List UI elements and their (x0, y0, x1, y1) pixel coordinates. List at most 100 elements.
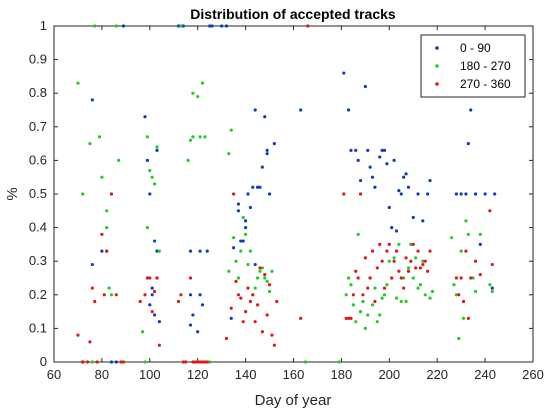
data-point-series-0 (251, 185, 255, 189)
data-point-series-1 (361, 299, 365, 304)
data-point-series-1 (152, 182, 157, 186)
data-point-series-2 (246, 286, 250, 290)
data-point-series-2 (200, 360, 205, 364)
data-point-series-2 (385, 249, 389, 253)
data-point-series-2 (95, 360, 99, 364)
data-point-series-2 (196, 360, 200, 364)
y-tick-label: 0.2 (29, 287, 47, 302)
data-point-series-0 (198, 249, 202, 253)
data-point-series-0 (150, 286, 154, 290)
data-point-series-0 (454, 192, 458, 196)
data-point-series-0 (200, 303, 205, 307)
data-point-series-2 (152, 289, 157, 294)
x-tick-label: 240 (474, 367, 496, 382)
data-point-series-0 (152, 239, 157, 243)
data-point-series-1 (76, 81, 80, 85)
x-tick-label: 140 (235, 367, 257, 382)
data-point-series-1 (421, 259, 425, 263)
data-point-series-2 (392, 259, 396, 263)
data-point-series-1 (234, 259, 238, 263)
y-tick-label: 0.3 (29, 253, 47, 268)
data-point-series-1 (406, 266, 411, 270)
data-point-series-1 (88, 142, 92, 146)
data-point-series-1 (179, 24, 183, 28)
data-point-series-0 (473, 192, 478, 196)
data-point-series-1 (409, 242, 413, 246)
data-point-series-2 (236, 293, 241, 297)
y-tick-label: 0.4 (29, 220, 47, 235)
data-point-series-1 (375, 320, 379, 324)
data-point-series-0 (253, 262, 257, 267)
data-point-series-0 (208, 24, 212, 28)
x-tick-label: 120 (187, 367, 209, 382)
data-point-series-2 (404, 256, 408, 260)
data-point-series-0 (100, 249, 104, 253)
data-point-series-0 (380, 148, 384, 152)
data-point-series-0 (370, 175, 375, 179)
legend-label-series-0: 0 - 90 (460, 41, 491, 55)
data-point-series-2 (119, 360, 123, 364)
data-point-series-0 (236, 209, 241, 213)
data-point-series-2 (411, 242, 415, 246)
y-tick-label: 0.6 (29, 152, 47, 167)
data-point-series-0 (265, 152, 269, 156)
data-point-series-1 (150, 175, 154, 179)
data-point-series-2 (370, 249, 375, 253)
data-point-series-1 (196, 94, 200, 99)
data-point-series-0 (382, 148, 387, 152)
data-point-series-2 (344, 316, 348, 320)
y-tick-label: 0.1 (29, 320, 47, 335)
data-point-series-1 (449, 236, 454, 240)
data-point-series-1 (428, 296, 432, 300)
data-point-series-2 (490, 262, 494, 267)
data-point-series-1 (382, 293, 387, 297)
data-point-series-1 (93, 24, 97, 28)
data-point-series-1 (114, 24, 118, 28)
data-point-series-0 (152, 313, 157, 317)
data-point-series-1 (471, 276, 475, 280)
data-point-series-1 (232, 236, 236, 240)
data-point-series-2 (418, 266, 423, 270)
data-point-series-0 (198, 293, 202, 297)
data-point-series-0 (121, 24, 126, 28)
data-point-series-1 (399, 299, 403, 304)
data-point-series-1 (200, 81, 205, 85)
data-point-series-0 (349, 148, 353, 152)
data-point-series-1 (198, 135, 202, 139)
data-point-series-1 (411, 276, 415, 280)
data-point-series-2 (272, 343, 276, 347)
data-point-series-0 (390, 226, 394, 230)
data-point-series-2 (255, 303, 260, 307)
data-point-series-2 (421, 262, 425, 267)
chart-title: Distribution of accepted tracks (190, 6, 396, 22)
data-point-series-0 (246, 192, 250, 196)
data-point-series-0 (346, 108, 351, 112)
data-point-series-2 (399, 276, 403, 280)
data-point-series-2 (229, 306, 233, 310)
data-point-series-0 (157, 320, 161, 324)
data-point-series-2 (457, 293, 461, 297)
y-tick-label: 0.8 (29, 85, 47, 100)
data-point-series-2 (375, 266, 379, 270)
legend-label-series-1: 180 - 270 (460, 59, 511, 73)
data-point-series-1 (267, 289, 272, 294)
x-tick-label: 100 (139, 367, 161, 382)
data-point-series-0 (394, 229, 399, 233)
data-point-series-1 (464, 219, 468, 223)
data-point-series-2 (263, 273, 267, 277)
data-point-series-1 (241, 215, 245, 220)
legend-marker-series-1 (435, 64, 439, 68)
data-point-series-1 (157, 249, 161, 253)
data-point-series-0 (241, 239, 245, 243)
data-point-series-2 (397, 269, 401, 273)
data-point-series-2 (93, 299, 97, 304)
data-point-series-1 (145, 226, 150, 230)
data-point-series-0 (191, 313, 195, 317)
data-point-series-2 (267, 283, 272, 287)
data-point-series-2 (275, 299, 279, 304)
data-point-series-0 (421, 219, 425, 223)
data-point-series-2 (349, 316, 353, 320)
data-point-series-2 (150, 310, 154, 314)
data-point-series-1 (244, 232, 248, 236)
